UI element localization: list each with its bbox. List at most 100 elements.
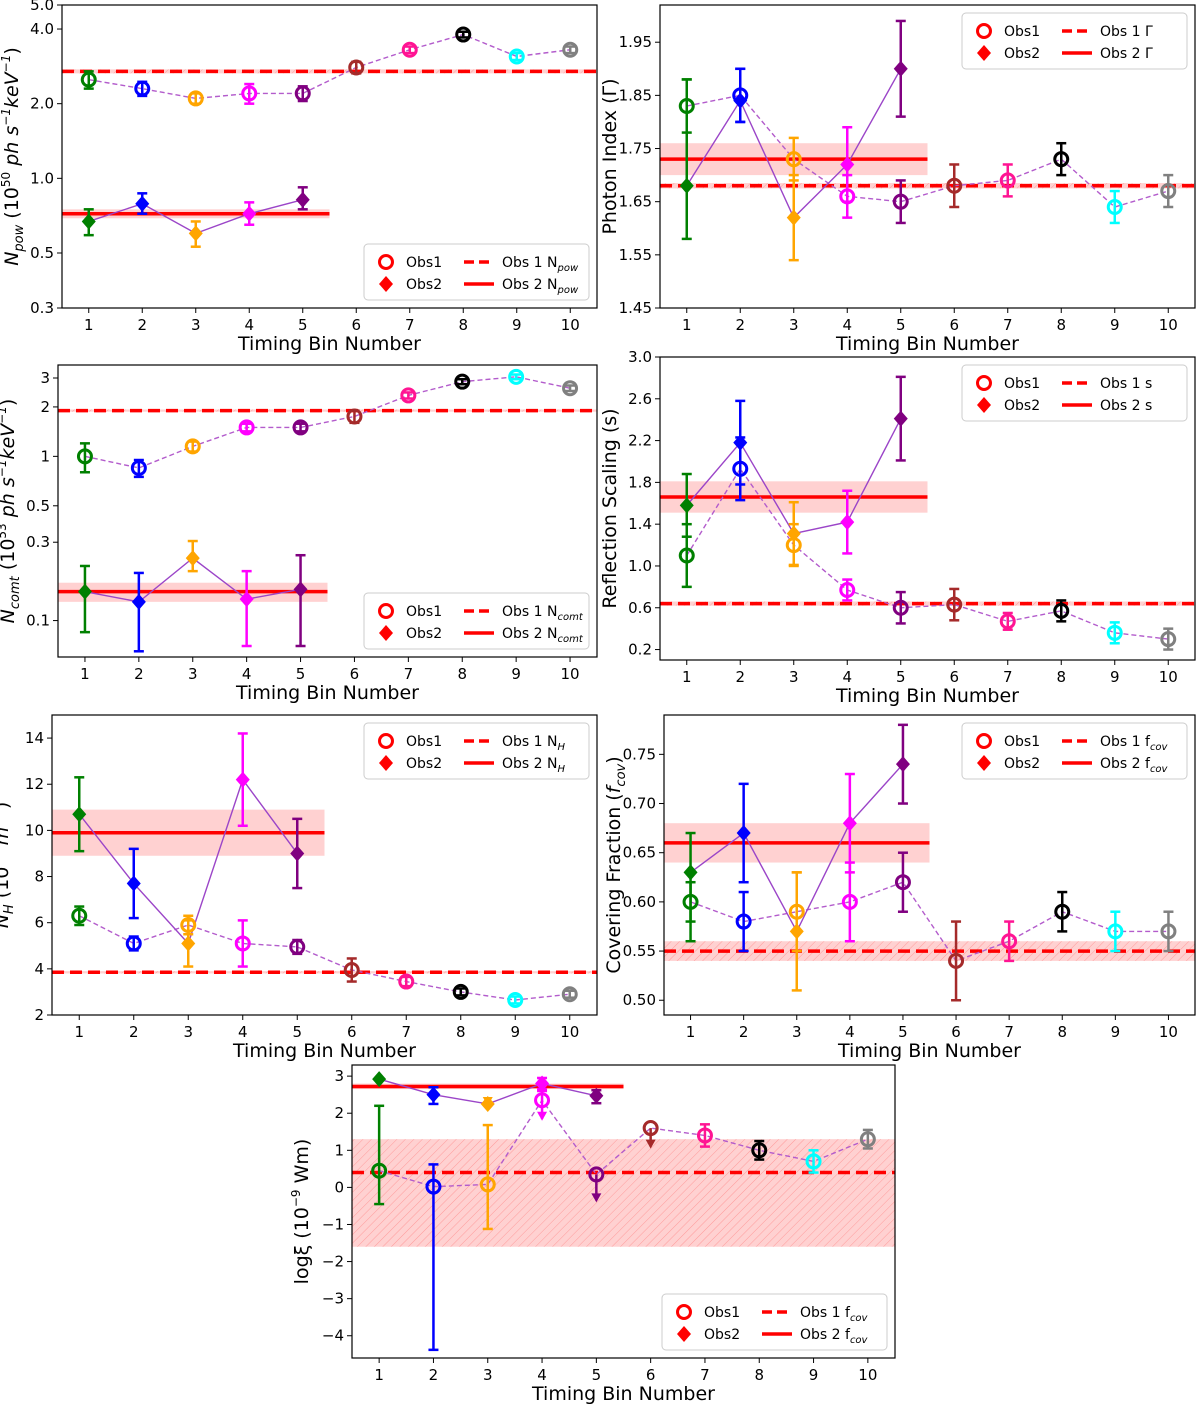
obs2-point-bin-3	[480, 1095, 495, 1112]
y-tick-label: 8	[34, 868, 44, 886]
legend-obs1-marker	[676, 1304, 692, 1320]
plot-area	[352, 1071, 895, 1352]
obs1-point-bin-8	[455, 26, 472, 43]
panel-Gamma: 1 2 3 4 5 6 7 8 9 10 1.45 1.55 1.65 1.75 1.85 1.95 Timin…	[599, 4, 1196, 355]
legend-obs2-label: Obs2	[1004, 756, 1040, 772]
legend-box	[961, 722, 1188, 780]
legend: Obs1 Obs2 Obs 1 fcov Obs 2 fcov	[961, 722, 1188, 780]
legend-obs1-marker	[976, 23, 992, 39]
x-tick-label: 10	[561, 665, 580, 683]
panel-logxi: 1 2 3 4 5 6 7 8 9 10 −4 −3 −2 −1 0 1 2 3 Timing Bin Number…	[289, 1064, 896, 1405]
plot-area	[58, 368, 597, 653]
y-tick-label: 0.50	[623, 991, 656, 1009]
y-tick-label: 3	[40, 369, 50, 387]
x-tick-label: 5	[896, 668, 906, 686]
legend-obs1-label: Obs1	[1004, 734, 1040, 750]
y-tick-label: −3	[322, 1290, 344, 1308]
obs1-point-bin-4	[841, 893, 858, 910]
legend-obs2-line-label: Obs 2 fcov	[1100, 756, 1169, 775]
x-tick-label: 7	[1004, 1023, 1014, 1041]
obs2-point-bin-3	[185, 550, 200, 567]
legend-box	[661, 1293, 888, 1351]
x-tick-label: 2	[137, 316, 147, 334]
x-tick-label: 2	[429, 1366, 439, 1384]
x-tick-label: 2	[739, 1023, 749, 1041]
legend-obs2-label: Obs2	[406, 277, 442, 293]
x-tick-label: 7	[700, 1366, 710, 1384]
legend-obs1-marker	[378, 733, 394, 749]
y-axis-label: Photon Index (Γ)	[599, 78, 621, 234]
x-tick-label: 5	[898, 1023, 908, 1041]
legend-obs2-line-label: Obs 2 s	[1100, 398, 1152, 414]
y-tick-label: 2.2	[628, 432, 652, 450]
x-tick-label: 2	[735, 316, 745, 334]
y-tick-label: 3.0	[628, 348, 652, 366]
y-tick-label: 2	[34, 1006, 44, 1024]
y-tick-label: 1.4	[628, 515, 652, 533]
obs2-point-bin-5	[893, 410, 908, 427]
obs2-point-bin-4	[242, 205, 257, 222]
obs2-point-bin-1	[77, 583, 92, 600]
obs1-mean-band-hatch	[62, 69, 597, 74]
y-tick-label: 10	[25, 821, 44, 839]
legend: Obs1 Obs2 Obs 1 fcov Obs 2 fcov	[661, 1293, 888, 1351]
y-tick-label: 1.8	[628, 473, 652, 491]
x-tick-label: 3	[183, 1023, 193, 1041]
obs1-point-bin-9	[1107, 923, 1124, 940]
obs1-point-bin-3	[785, 151, 802, 168]
x-tick-label: 10	[1159, 1023, 1178, 1041]
y-tick-label: 1.45	[619, 299, 652, 317]
x-tick-label: 9	[511, 665, 521, 683]
x-tick-label: 10	[1159, 316, 1178, 334]
legend: Obs1 Obs2 Obs 1 Ncomt Obs 2 Ncomt	[363, 592, 590, 650]
y-tick-label: 1.85	[619, 86, 652, 104]
obs1-point-bin-10	[1160, 631, 1177, 648]
x-tick-label: 3	[483, 1366, 493, 1384]
y-tick-label: 0.3	[26, 533, 50, 551]
obs1-mean-band-hatch	[660, 183, 1195, 189]
plot-area	[660, 19, 1195, 262]
legend-obs1-line-label: Obs 1 Npow	[502, 255, 579, 274]
y-tick-label: 2.6	[628, 390, 652, 408]
legend-obs2-marker	[977, 755, 991, 771]
legend-obs2-label: Obs2	[704, 1327, 740, 1343]
y-axis-label: Ncomt (1053 ph s−1keV−1)	[0, 399, 23, 624]
x-tick-label: 8	[456, 1023, 466, 1041]
y-tick-label: 1.0	[628, 557, 652, 575]
x-tick-label: 9	[1110, 316, 1120, 334]
panel-fcov: 1 2 3 4 5 6 7 8 9 10 0.50 0.55 0.60 0.65 0.70 0.75 Timin…	[603, 714, 1196, 1062]
obs1-point-bin-3	[187, 90, 204, 107]
x-tick-label: 4	[242, 665, 252, 683]
x-tick-label: 9	[1110, 668, 1120, 686]
obs1-point-bin-4	[234, 935, 251, 952]
y-tick-label: 2	[40, 398, 50, 416]
obs1-point-bin-6	[346, 408, 363, 425]
x-tick-label: 8	[754, 1366, 764, 1384]
legend-obs1-marker	[378, 254, 394, 270]
obs2-point-bin-1	[679, 177, 694, 194]
obs1-point-bin-1	[80, 71, 97, 88]
legend: Obs1 Obs2 Obs 1 Npow Obs 2 Npow	[363, 243, 590, 301]
x-tick-label: 7	[1003, 668, 1013, 686]
y-axis-label: logξ (10−9 Wm)	[289, 1139, 313, 1285]
obs2-point-bin-2	[131, 593, 146, 610]
x-tick-label: 1	[74, 1023, 84, 1041]
y-tick-label: 4.0	[30, 20, 54, 38]
obs1-point-bin-4	[241, 85, 258, 102]
obs1-point-bin-5	[588, 1166, 605, 1183]
y-tick-label: 0	[334, 1178, 344, 1196]
obs2-point-bin-2	[733, 434, 748, 451]
obs1-point-bin-1	[76, 448, 93, 465]
y-tick-label: 2.0	[30, 95, 54, 113]
obs1-point-bin-5	[894, 874, 911, 891]
obs2-point-bin-3	[789, 923, 804, 940]
legend-box	[363, 592, 590, 650]
legend-obs1-label: Obs1	[406, 604, 442, 620]
y-tick-label: 0.5	[30, 244, 54, 262]
x-axis-label: Timing Bin Number	[835, 685, 1019, 707]
x-tick-label: 5	[896, 316, 906, 334]
obs1-point-bin-2	[134, 80, 151, 97]
obs2-point-bin-2	[733, 92, 748, 109]
obs1-bin-5-upper-limit-arrow	[591, 1193, 602, 1203]
x-tick-label: 4	[537, 1366, 547, 1384]
